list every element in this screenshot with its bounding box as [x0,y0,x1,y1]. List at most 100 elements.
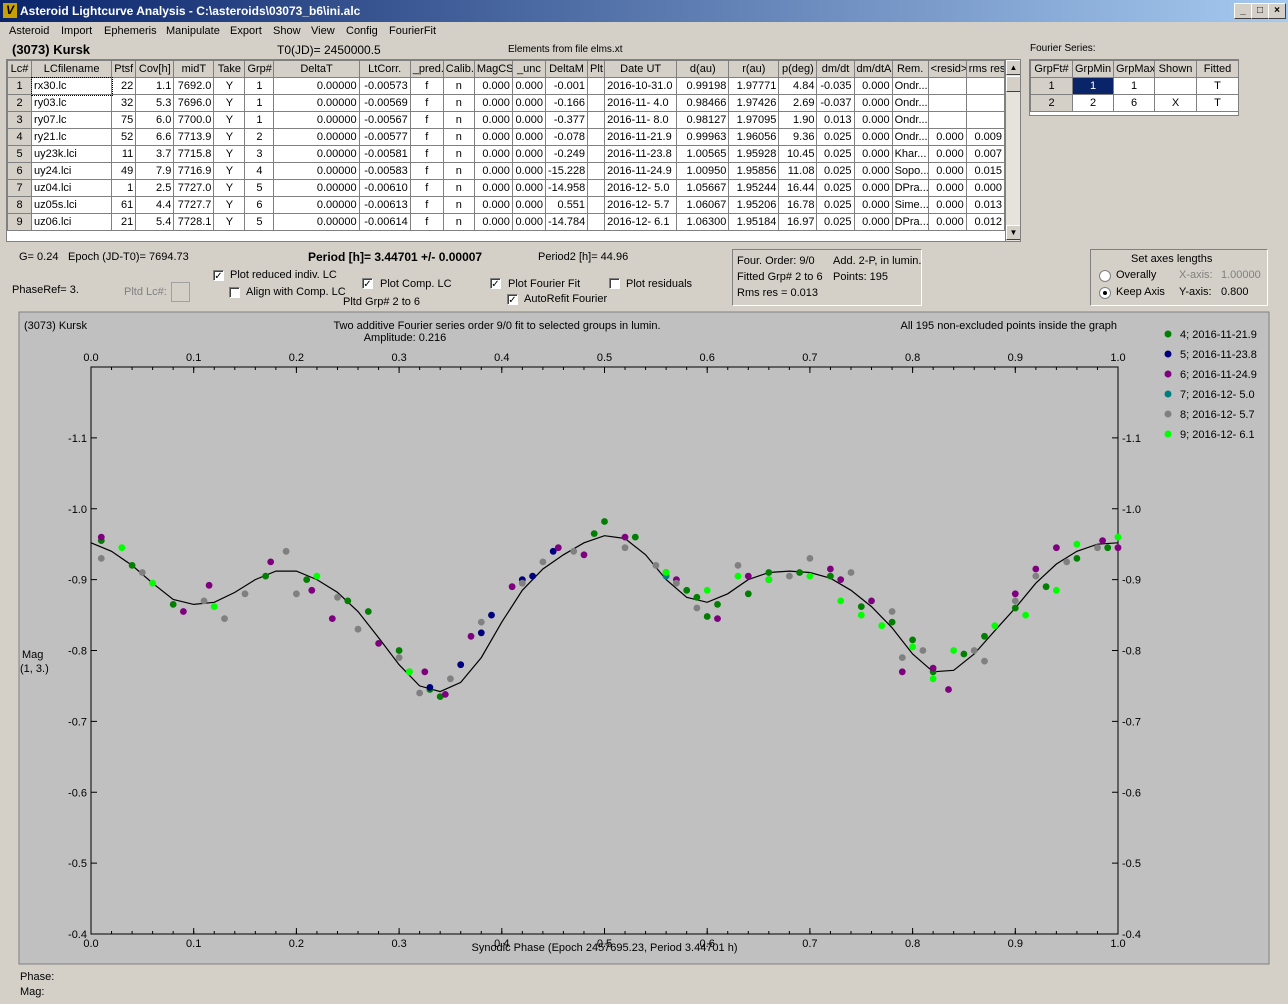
lc-cell[interactable]: -0.00583 [358,162,411,180]
lc-cell[interactable]: 1.05667 [676,179,730,197]
lc-cell[interactable]: n [442,145,475,163]
autorefit-checkbox[interactable]: ✓ [507,294,518,306]
lc-cell[interactable]: 3 [7,111,33,129]
lc-cell[interactable]: 16.97 [778,213,818,231]
lc-cell[interactable]: 1 [111,179,137,197]
menu-ephemeris[interactable]: Ephemeris [104,25,157,37]
lc-cell[interactable]: Y [213,145,246,163]
lc-cell[interactable]: 0.015 [965,162,1006,180]
lc-cell[interactable]: rx30.lc [30,76,113,96]
lc-cell[interactable]: Y [213,77,246,95]
lc-cell[interactable]: -0.249 [544,145,589,163]
lc-cell[interactable]: 11 [111,145,137,163]
lc-cell[interactable]: f [409,213,444,231]
lc-cell[interactable]: n [442,77,475,95]
lc-cell[interactable]: 5 [244,179,275,197]
lc-column-header[interactable]: Rem. [891,60,929,78]
lc-cell[interactable]: 2 [244,128,275,146]
lc-cell[interactable]: -0.00577 [358,128,411,146]
overally-radio[interactable] [1099,270,1111,282]
lc-cell[interactable]: 1.00565 [676,145,730,163]
lc-cell[interactable]: 0.00000 [273,94,360,112]
lc-cell[interactable]: 7696.0 [173,94,215,112]
lc-cell[interactable]: 2016-11- 8.0 [604,111,678,129]
lc-column-header[interactable]: dm/dtA [853,60,893,78]
lc-cell[interactable] [965,94,1006,112]
lc-cell[interactable]: 1.97426 [728,94,780,112]
lc-cell[interactable]: 0.000 [511,111,546,129]
lc-cell[interactable]: 0.00000 [273,145,360,163]
lc-cell[interactable] [927,77,967,95]
menu-config[interactable]: Config [346,25,378,37]
lc-cell[interactable] [587,94,606,112]
lc-cell[interactable]: 7.9 [135,162,175,180]
menu-import[interactable]: Import [61,25,93,37]
lc-cell[interactable]: 1.06067 [676,196,730,214]
lc-cell[interactable]: 0.000 [927,145,967,163]
plot-fourier-checkbox[interactable]: ✓ [490,278,501,290]
lc-cell[interactable]: n [442,111,475,129]
lc-cell[interactable]: 0.000 [927,213,967,231]
lc-cell[interactable]: 1 [244,77,275,95]
lc-cell[interactable]: 8 [7,196,33,214]
lc-table-row[interactable]: 3 ry07.lc 75 6.0 7700.0 Y 1 0.00000 -0.00567 f n 0.… [7,111,1006,129]
lc-cell[interactable] [927,94,967,112]
lc-column-header[interactable]: Lc# [7,60,33,78]
lc-cell[interactable]: f [409,179,444,197]
lc-cell[interactable]: 0.025 [816,196,855,214]
lc-cell[interactable]: 0.98466 [676,94,730,112]
minimize-button[interactable]: _ [1234,3,1252,19]
lc-cell[interactable]: Y [213,128,246,146]
menu-show[interactable]: Show [273,25,301,37]
lc-cell[interactable]: 0.000 [511,179,546,197]
lc-cell[interactable]: 0.009 [965,128,1006,146]
lc-cell[interactable]: 0.000 [511,196,546,214]
lc-cell[interactable]: 7713.9 [173,128,215,146]
lc-cell[interactable]: f [409,77,444,95]
lc-cell[interactable]: 0.012 [965,213,1006,231]
lc-cell[interactable]: f [409,111,444,129]
lc-cell[interactable]: 5.4 [135,213,175,231]
lc-cell[interactable]: 0.000 [853,77,893,95]
lc-cell[interactable]: 3 [244,145,275,163]
lc-cell[interactable]: 1.95244 [728,179,780,197]
lc-cell[interactable]: uy24.lci [31,162,113,180]
lc-cell[interactable]: 6.6 [135,128,175,146]
lc-cell[interactable]: 0.000 [853,94,893,112]
lc-cell[interactable]: n [442,213,475,231]
lc-cell[interactable]: 1.96056 [728,128,780,146]
lc-cell[interactable]: 7728.1 [173,213,215,231]
lc-cell[interactable]: 2016-12- 6.1 [604,213,678,231]
lc-cell[interactable] [587,213,606,231]
lc-column-header[interactable]: Date UT [604,60,678,78]
lc-cell[interactable]: 0.000 [511,94,546,112]
lc-cell[interactable]: 4.84 [778,77,818,95]
lc-cell[interactable] [965,111,1006,129]
lc-column-header[interactable]: Plt [587,60,606,78]
lc-cell[interactable]: 5 [244,213,275,231]
lc-cell[interactable]: 4 [7,128,33,146]
lc-cell[interactable] [587,128,606,146]
lc-table-row[interactable]: 1 rx30.lc 22 1.1 7692.0 Y 1 0.00000 -0.00573 f n 0.… [7,76,1006,96]
lc-cell[interactable]: Y [213,179,246,197]
lc-cell[interactable]: 0.000 [853,179,893,197]
fourier-cell[interactable]: 1 [1030,77,1073,95]
lc-cell[interactable]: ry07.lc [31,111,113,129]
lc-table-row[interactable]: 8 uz05s.lci 61 4.4 7727.7 Y 6 0.00000 -0.00613 f n… [7,196,1006,214]
lc-cell[interactable]: 0.00000 [273,213,360,231]
plot-reduced-checkbox[interactable]: ✓ [213,270,224,282]
lc-cell[interactable]: Khar... [891,145,929,163]
lc-cell[interactable]: uy23k.lci [31,145,113,163]
lc-cell[interactable]: Y [213,94,246,112]
lc-cell[interactable]: 0.000 [853,196,893,214]
close-button[interactable]: × [1268,3,1286,19]
lc-column-header[interactable]: DeltaM [544,60,589,78]
lc-column-header[interactable]: r(au) [728,60,780,78]
fourier-column-header[interactable]: GrpMin [1072,60,1114,78]
lc-cell[interactable]: uz05s.lci [31,196,113,214]
lc-cell[interactable]: 2016-12- 5.7 [604,196,678,214]
lc-cell[interactable] [587,111,606,129]
lc-cell[interactable]: 1.06300 [676,213,730,231]
lc-cell[interactable] [587,196,606,214]
